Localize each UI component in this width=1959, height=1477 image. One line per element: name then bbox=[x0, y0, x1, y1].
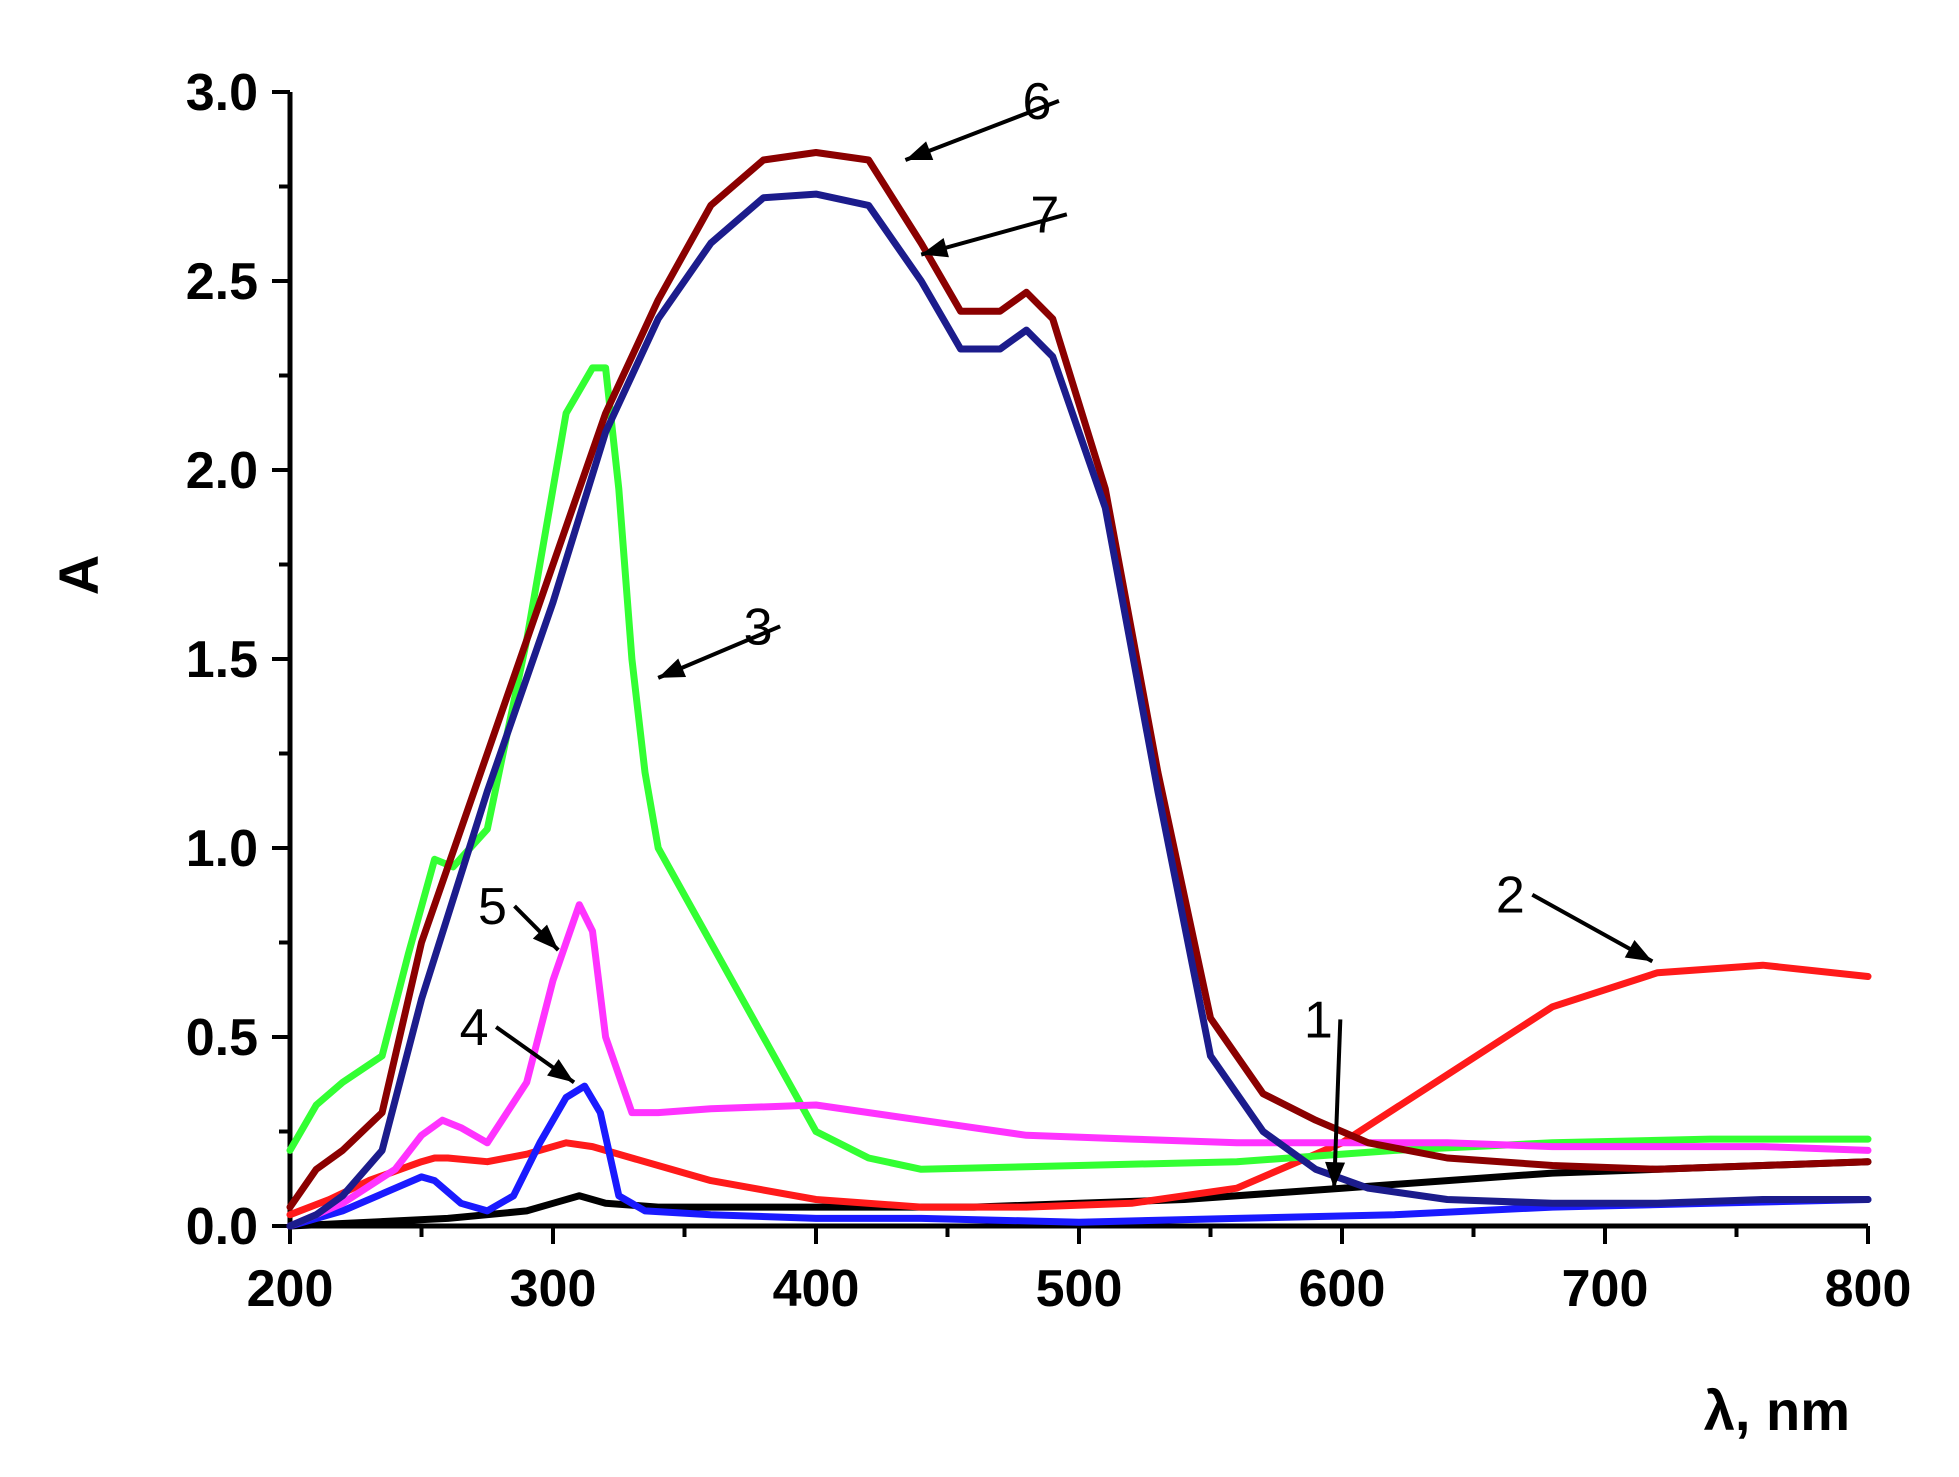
x-tick-label: 500 bbox=[1036, 1260, 1123, 1318]
curve-label-6: 6 bbox=[1022, 73, 1051, 131]
annotation-arrow-1 bbox=[1332, 1019, 1343, 1189]
curve-annotations: 1 2 3 4 5 6 7 bbox=[460, 73, 1654, 1189]
x-tick-label: 300 bbox=[510, 1260, 597, 1318]
annotation-arrowhead-7 bbox=[921, 237, 949, 258]
x-tick-label: 800 bbox=[1825, 1260, 1912, 1318]
series-line-4 bbox=[286, 1082, 1872, 1230]
y-tick-label: 0.5 bbox=[186, 1009, 258, 1067]
annotation-arrowhead-1 bbox=[1325, 1161, 1346, 1189]
curve-label-3: 3 bbox=[744, 598, 773, 656]
y-axis-title: A bbox=[47, 555, 110, 595]
y-tick-label: 0.0 bbox=[186, 1198, 258, 1256]
annotation-arrowhead-2 bbox=[1624, 940, 1653, 962]
curve-label-4: 4 bbox=[460, 999, 489, 1057]
series-line-2 bbox=[286, 961, 1872, 1219]
y-tick-label: 1.5 bbox=[186, 631, 258, 689]
y-tick-label: 1.0 bbox=[186, 820, 258, 878]
x-tick-label: 700 bbox=[1562, 1260, 1649, 1318]
series-lines bbox=[286, 149, 1872, 1230]
annotation-arrowhead-5 bbox=[532, 924, 559, 951]
annotation-arrowhead-6 bbox=[905, 141, 934, 161]
x-tick-label: 400 bbox=[773, 1260, 860, 1318]
y-tick-label: 3.0 bbox=[186, 64, 258, 122]
series-line-5 bbox=[286, 901, 1872, 1230]
curve-label-1: 1 bbox=[1304, 991, 1333, 1049]
series-line-7 bbox=[286, 190, 1872, 1230]
y-tick-label: 2.0 bbox=[186, 442, 258, 500]
annotation-arrow-6 bbox=[904, 99, 1060, 162]
curve-label-5: 5 bbox=[478, 878, 507, 936]
x-tick-label: 600 bbox=[1299, 1260, 1386, 1318]
series-line-6 bbox=[286, 149, 1872, 1211]
axes: 200 300 400 500 600 700 800 0.0 0.5 1.0 1.5 2.0 2.5 3… bbox=[186, 64, 1912, 1318]
y-tick-label: 2.5 bbox=[186, 253, 258, 311]
series-line-3 bbox=[286, 364, 1872, 1173]
x-axis-title: λ, nm bbox=[1704, 1379, 1850, 1442]
curve-label-2: 2 bbox=[1496, 867, 1525, 925]
annotation-arrowhead-3 bbox=[658, 658, 687, 678]
annotation-arrowhead-4 bbox=[547, 1059, 575, 1083]
x-tick-label: 200 bbox=[247, 1260, 334, 1318]
curve-label-7: 7 bbox=[1030, 186, 1059, 244]
